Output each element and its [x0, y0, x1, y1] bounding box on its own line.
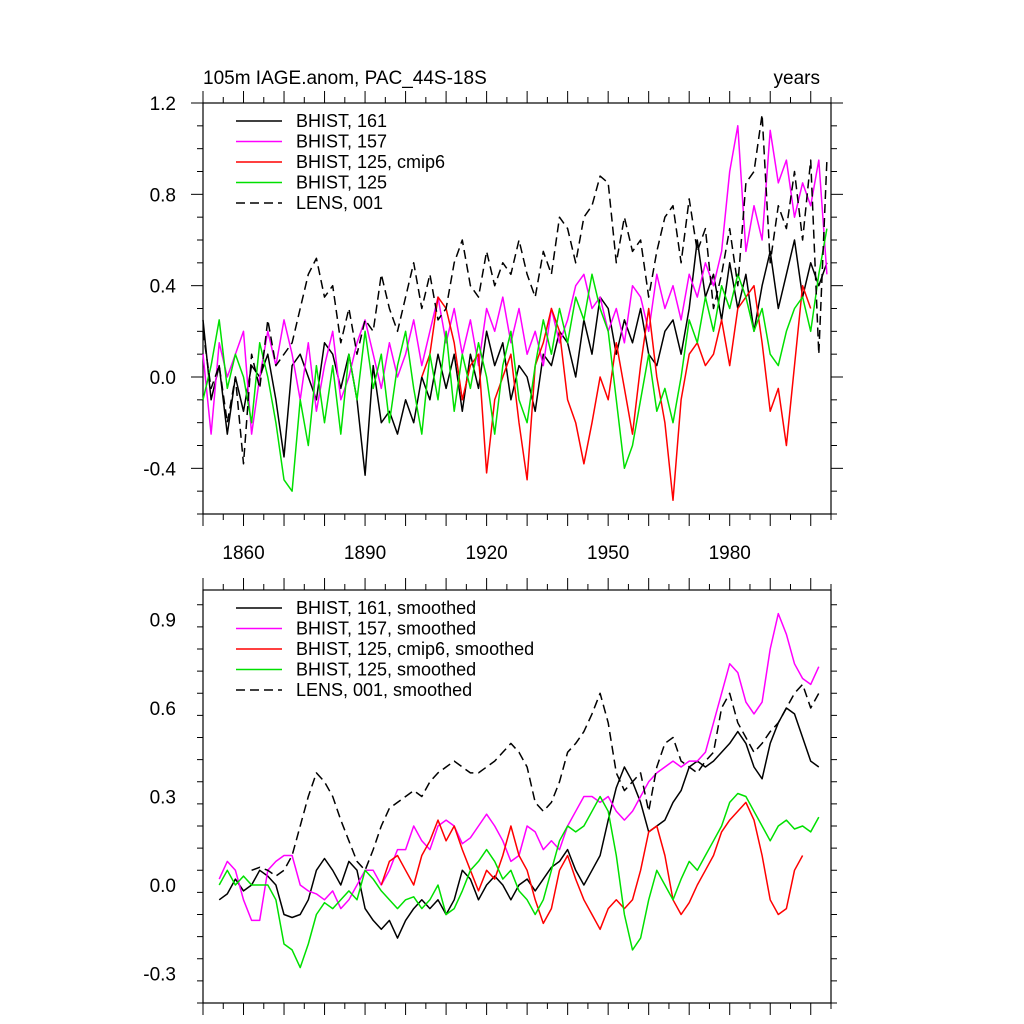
series-line: [251, 683, 820, 877]
x-tick-label: 1950: [587, 543, 629, 564]
legend-label: BHIST, 161, smoothed: [296, 598, 476, 618]
legend-label: LENS, 001: [296, 193, 383, 213]
series-line: [218, 792, 820, 969]
y-tick-label: 0.0: [150, 876, 176, 897]
chart-title: 105m IAGE.anom, PAC_44S-18S: [203, 68, 487, 89]
legend-label: BHIST, 125, cmip6: [296, 152, 445, 172]
y-tick-label: 0.4: [150, 277, 177, 298]
series-line: [202, 113, 828, 465]
plot-frame: [202, 589, 832, 1004]
chart-title-right: years: [774, 68, 820, 89]
legend-label: BHIST, 161: [296, 111, 387, 131]
y-tick-label: -0.4: [143, 459, 176, 480]
series-line: [202, 228, 828, 492]
y-tick-label: 0.9: [150, 611, 176, 632]
legend-label: LENS, 001, smoothed: [296, 680, 472, 700]
y-tick-label: 0.8: [150, 185, 176, 206]
y-tick-label: 0.6: [150, 699, 176, 720]
y-tick-label: -0.3: [143, 965, 176, 986]
x-tick-label: 1860: [222, 543, 264, 564]
upper-panel: 105m IAGE.anom, PAC_44S-18S years 1860 18…: [143, 68, 843, 564]
series-line: [218, 707, 820, 939]
legend-label: BHIST, 157, smoothed: [296, 619, 476, 639]
series-line: [380, 801, 804, 931]
x-tick-label: 1920: [465, 543, 507, 564]
legend-label: BHIST, 125, cmip6, smoothed: [296, 639, 534, 659]
x-tick-label: 1890: [344, 543, 386, 564]
series-line: [202, 125, 828, 435]
legend-label: BHIST, 157: [296, 132, 387, 152]
x-tick-label: 1980: [709, 543, 751, 564]
y-tick-label: 0.3: [150, 788, 176, 809]
y-tick-label: 0.0: [150, 368, 176, 389]
legend-label: BHIST, 125, smoothed: [296, 660, 476, 680]
legend-label: BHIST, 125: [296, 173, 387, 193]
y-tick-label: 1.2: [150, 94, 176, 115]
